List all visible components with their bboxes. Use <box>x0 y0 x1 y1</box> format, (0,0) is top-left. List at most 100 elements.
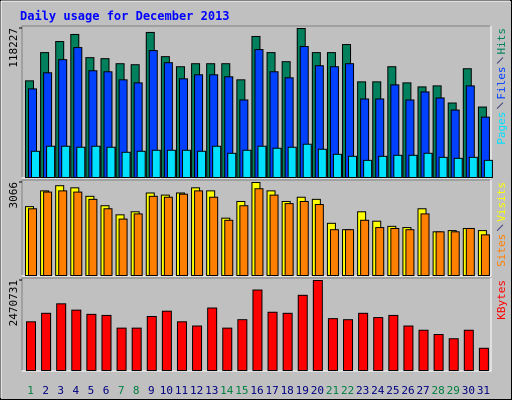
bar <box>163 196 173 276</box>
bar <box>343 319 354 372</box>
bar <box>56 303 67 371</box>
legend-entry: Pages <box>495 112 508 145</box>
x-tick-label: 27 <box>416 384 429 397</box>
bar <box>197 150 207 179</box>
bar <box>43 191 53 276</box>
bar <box>181 149 191 178</box>
bar <box>345 229 355 276</box>
bar <box>272 147 282 179</box>
bar <box>317 148 327 178</box>
panel-bevel <box>22 180 492 277</box>
bar <box>375 227 385 277</box>
bar <box>435 231 445 276</box>
bar <box>166 149 176 178</box>
legend-entry: Files <box>495 67 508 100</box>
bar <box>178 193 188 277</box>
bar <box>420 213 430 276</box>
bar <box>71 309 82 372</box>
x-tick-label: 6 <box>103 384 110 397</box>
bar <box>31 150 40 179</box>
x-tick-label: 18 <box>281 384 294 397</box>
bar <box>363 159 373 179</box>
legend-separator <box>496 224 504 232</box>
bar <box>76 146 86 178</box>
legend-entry: Visits <box>495 182 508 222</box>
bar <box>161 310 172 372</box>
bar <box>176 321 187 372</box>
bar <box>116 327 127 371</box>
x-tick-label: 1 <box>27 384 34 397</box>
bar <box>348 155 358 179</box>
bar <box>388 314 399 372</box>
bar <box>103 208 113 276</box>
bar <box>373 317 384 372</box>
bar <box>314 204 324 276</box>
x-tick-label: 12 <box>190 384 203 397</box>
legend-entry: Sites <box>495 234 508 267</box>
x-tick-label: 28 <box>432 384 445 397</box>
x-tick-label: 21 <box>326 384 339 397</box>
bar <box>360 219 370 277</box>
bar <box>239 205 249 276</box>
bar <box>73 191 83 276</box>
bar <box>61 145 71 178</box>
bar <box>242 149 252 178</box>
bar <box>269 194 279 276</box>
bar <box>418 329 429 371</box>
x-tick-label: 2 <box>42 384 49 397</box>
bar <box>136 150 146 179</box>
legend-separator <box>496 102 504 109</box>
bar <box>257 145 267 178</box>
bar <box>207 307 218 371</box>
bar <box>453 157 463 178</box>
x-tick-label: 11 <box>175 384 188 397</box>
bar <box>327 318 338 372</box>
x-tick-label: 19 <box>296 384 309 397</box>
bar <box>192 325 203 371</box>
bar <box>433 334 444 371</box>
x-tick-label: 4 <box>73 384 80 397</box>
bar <box>483 159 493 179</box>
bar <box>465 227 475 276</box>
bar <box>46 145 56 178</box>
bar <box>209 196 219 276</box>
bar <box>88 198 98 277</box>
x-tick-label: 24 <box>371 384 385 397</box>
panel-bevel <box>21 277 490 370</box>
legend-entry: KBytes <box>495 280 508 320</box>
bar <box>299 200 309 276</box>
bar <box>450 231 460 276</box>
x-tick-label: 29 <box>447 384 460 397</box>
x-tick-label: 26 <box>401 384 414 397</box>
bar <box>28 208 37 276</box>
x-tick-label: 15 <box>235 384 248 397</box>
x-tick-label: 20 <box>311 384 324 397</box>
x-tick-label: 7 <box>118 384 125 397</box>
legend-separator <box>496 57 504 64</box>
x-tick-label: 16 <box>250 384 263 397</box>
bar <box>237 319 248 372</box>
x-tick-label: 13 <box>205 384 218 397</box>
bar <box>393 154 403 178</box>
bar <box>287 146 297 178</box>
x-tick-label: 14 <box>220 384 234 397</box>
x-tick-label: 9 <box>148 384 155 397</box>
bar <box>312 280 323 371</box>
bar <box>91 145 101 178</box>
bar <box>332 153 342 179</box>
x-tick-label: 23 <box>356 384 369 397</box>
bar <box>302 143 312 178</box>
bar <box>26 321 36 372</box>
bar <box>106 146 116 178</box>
bar <box>378 155 388 179</box>
bar <box>194 190 204 277</box>
bar <box>463 329 474 371</box>
bar <box>86 313 97 372</box>
bar <box>41 312 52 372</box>
bar <box>282 312 293 372</box>
bar <box>252 289 263 371</box>
bar <box>131 327 142 371</box>
bar <box>224 219 234 277</box>
x-tick-label: 25 <box>386 384 399 397</box>
